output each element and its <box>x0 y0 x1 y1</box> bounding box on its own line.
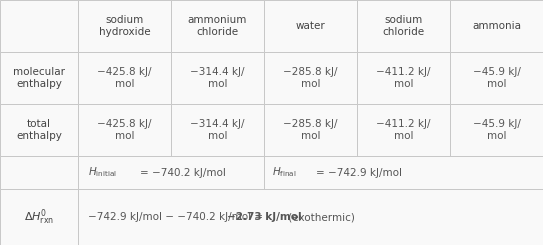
Text: −285.8 kJ/
mol: −285.8 kJ/ mol <box>283 119 338 141</box>
Bar <box>171 0 264 52</box>
Bar <box>450 0 543 52</box>
Bar <box>78 104 171 156</box>
Text: −314.4 kJ/
mol: −314.4 kJ/ mol <box>190 67 245 89</box>
Bar <box>78 0 171 52</box>
Bar <box>357 0 450 52</box>
Text: = −742.9 kJ/mol: = −742.9 kJ/mol <box>316 168 402 177</box>
Text: −285.8 kJ/
mol: −285.8 kJ/ mol <box>283 67 338 89</box>
Bar <box>0 0 78 52</box>
Bar <box>0 156 78 189</box>
Text: $H_\mathrm{initial}$: $H_\mathrm{initial}$ <box>88 166 117 179</box>
Text: total
enthalpy: total enthalpy <box>16 119 62 141</box>
Text: (exothermic): (exothermic) <box>285 212 355 222</box>
Text: −742.9 kJ/mol − −740.2 kJ/mol =: −742.9 kJ/mol − −740.2 kJ/mol = <box>88 212 267 222</box>
Bar <box>450 104 543 156</box>
Text: −425.8 kJ/
mol: −425.8 kJ/ mol <box>97 119 151 141</box>
Text: $\Delta H^0_\mathrm{rxn}$: $\Delta H^0_\mathrm{rxn}$ <box>24 207 54 227</box>
Text: −45.9 kJ/
mol: −45.9 kJ/ mol <box>472 119 520 141</box>
Bar <box>0 52 78 104</box>
Text: ammonium
chloride: ammonium chloride <box>188 15 247 37</box>
Text: −2.73 kJ/mol: −2.73 kJ/mol <box>228 212 302 222</box>
Bar <box>171 52 264 104</box>
Text: molecular
enthalpy: molecular enthalpy <box>13 67 65 89</box>
Bar <box>78 52 171 104</box>
Bar <box>264 0 357 52</box>
Bar <box>264 52 357 104</box>
Text: −411.2 kJ/
mol: −411.2 kJ/ mol <box>376 67 431 89</box>
Bar <box>78 156 264 189</box>
Text: −425.8 kJ/
mol: −425.8 kJ/ mol <box>97 67 151 89</box>
Text: water: water <box>295 21 325 31</box>
Bar <box>171 104 264 156</box>
Bar <box>357 52 450 104</box>
Bar <box>450 52 543 104</box>
Text: −411.2 kJ/
mol: −411.2 kJ/ mol <box>376 119 431 141</box>
Text: sodium
hydroxide: sodium hydroxide <box>99 15 150 37</box>
Bar <box>78 189 543 245</box>
Text: −45.9 kJ/
mol: −45.9 kJ/ mol <box>472 67 520 89</box>
Text: $H_\mathrm{final}$: $H_\mathrm{final}$ <box>272 166 296 179</box>
Text: sodium
chloride: sodium chloride <box>382 15 425 37</box>
Bar <box>264 104 357 156</box>
Bar <box>357 104 450 156</box>
Bar <box>0 104 78 156</box>
Text: −314.4 kJ/
mol: −314.4 kJ/ mol <box>190 119 245 141</box>
Bar <box>264 156 543 189</box>
Text: ammonia: ammonia <box>472 21 521 31</box>
Bar <box>0 189 78 245</box>
Text: = −740.2 kJ/mol: = −740.2 kJ/mol <box>140 168 226 177</box>
